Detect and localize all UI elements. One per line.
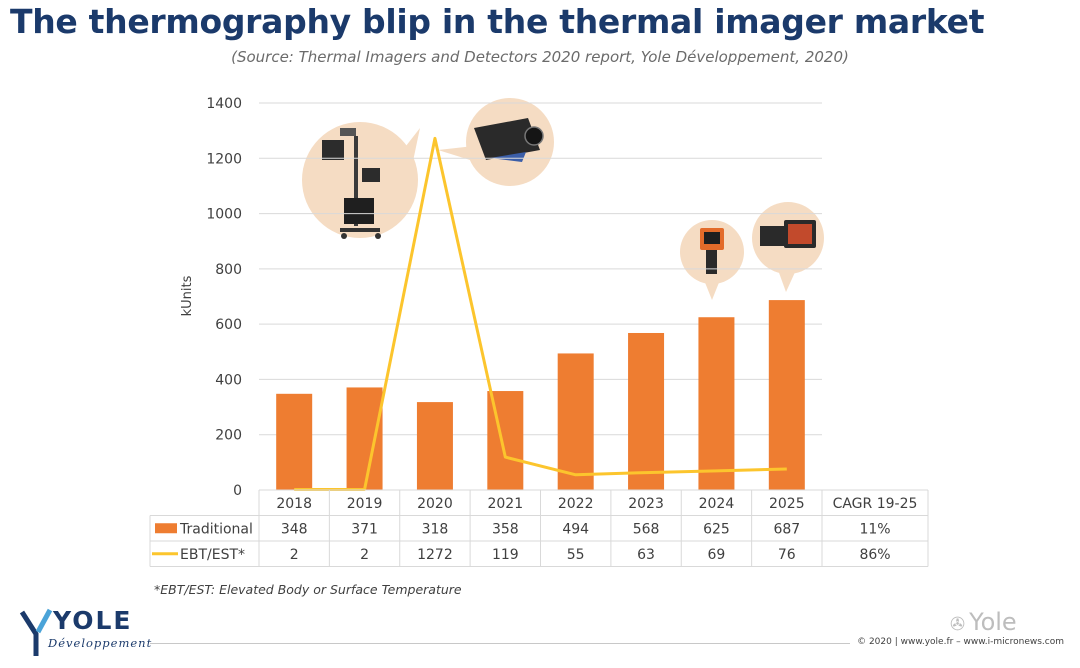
screening-cart-bubble bbox=[302, 122, 420, 239]
y-axis-label: kUnits bbox=[180, 275, 195, 316]
x-tick-label: 2022 bbox=[558, 496, 594, 512]
copyright: © 2020 | www.yole.fr – www.i-micronews.c… bbox=[857, 637, 1064, 647]
bar bbox=[698, 317, 735, 490]
y-tick-labels: 0 200 400 600 800 1000 1200 1400 bbox=[206, 96, 242, 499]
yole-logo-mark bbox=[19, 608, 53, 656]
bar bbox=[276, 393, 313, 490]
y-tick-label: 600 bbox=[215, 317, 242, 333]
product-illustrations bbox=[302, 98, 824, 300]
x-tick-label: 2018 bbox=[276, 496, 312, 512]
data-label: 2 bbox=[290, 547, 299, 563]
legend-label: Traditional bbox=[179, 521, 253, 537]
data-label: 568 bbox=[633, 521, 660, 537]
bar bbox=[346, 387, 383, 490]
data-label: 318 bbox=[422, 521, 449, 537]
footnote: *EBT/EST: Elevated Body or Surface Tempe… bbox=[154, 582, 462, 597]
data-label: 76 bbox=[778, 547, 796, 563]
data-label: 494 bbox=[562, 521, 589, 537]
handheld-imager-bubble bbox=[680, 220, 744, 300]
advanced-camera-bubble bbox=[752, 202, 824, 292]
x-tick-label: 2019 bbox=[347, 496, 383, 512]
watermark: ✇ Yole bbox=[950, 608, 1017, 636]
line-path bbox=[294, 136, 787, 491]
cagr-header: CAGR 19-25 bbox=[833, 496, 918, 512]
footer-rule bbox=[150, 643, 850, 644]
cagr-value: 11% bbox=[859, 521, 890, 537]
fixed-camera-bubble bbox=[438, 98, 554, 186]
x-tick-label: 2024 bbox=[699, 496, 735, 512]
data-label: 2 bbox=[360, 547, 369, 563]
y-tick-label: 200 bbox=[215, 428, 242, 444]
y-tick-label: 1000 bbox=[206, 207, 242, 223]
bar-series-traditional bbox=[276, 300, 805, 490]
y-tick-label: 800 bbox=[215, 262, 242, 278]
y-tick-label: 0 bbox=[233, 483, 242, 499]
bar bbox=[628, 332, 665, 490]
chat-icon: ✇ bbox=[950, 614, 966, 635]
line-series-ebt-est bbox=[294, 136, 787, 491]
data-label: 358 bbox=[492, 521, 519, 537]
data-label: 625 bbox=[703, 521, 730, 537]
data-label: 63 bbox=[637, 547, 655, 563]
x-tick-label: 2025 bbox=[769, 496, 805, 512]
bar bbox=[416, 402, 453, 490]
cagr-value: 86% bbox=[859, 547, 890, 563]
x-tick-label: 2021 bbox=[487, 496, 523, 512]
gridlines bbox=[259, 102, 822, 436]
data-label: 371 bbox=[351, 521, 378, 537]
page-title: The thermography blip in the thermal ima… bbox=[10, 2, 985, 41]
x-tick-label: 2020 bbox=[417, 496, 453, 512]
data-label: 1272 bbox=[417, 547, 453, 563]
watermark-text: Yole bbox=[969, 608, 1017, 636]
yole-logo: YOLE Développement bbox=[16, 604, 156, 660]
legend-swatch-traditional bbox=[155, 523, 177, 534]
source-subtitle: (Source: Thermal Imagers and Detectors 2… bbox=[231, 48, 849, 66]
data-table: 2018 2019 2020 2021 2022 2023 2024 2025 CAGR 19-… bbox=[149, 489, 929, 567]
x-tick-label: 2023 bbox=[628, 496, 664, 512]
bar bbox=[557, 353, 594, 490]
data-label: 119 bbox=[492, 547, 519, 563]
data-label: 348 bbox=[281, 521, 308, 537]
y-tick-label: 400 bbox=[215, 372, 242, 388]
legend-label: EBT/EST* bbox=[180, 547, 245, 563]
data-label: 55 bbox=[567, 547, 585, 563]
y-tick-label: 1400 bbox=[206, 96, 242, 112]
data-label: 69 bbox=[708, 547, 726, 563]
logo-name: YOLE bbox=[53, 606, 133, 635]
bar bbox=[768, 300, 805, 490]
y-tick-label: 1200 bbox=[206, 151, 242, 167]
logo-subtitle: Développement bbox=[48, 636, 153, 650]
data-label: 687 bbox=[773, 521, 800, 537]
